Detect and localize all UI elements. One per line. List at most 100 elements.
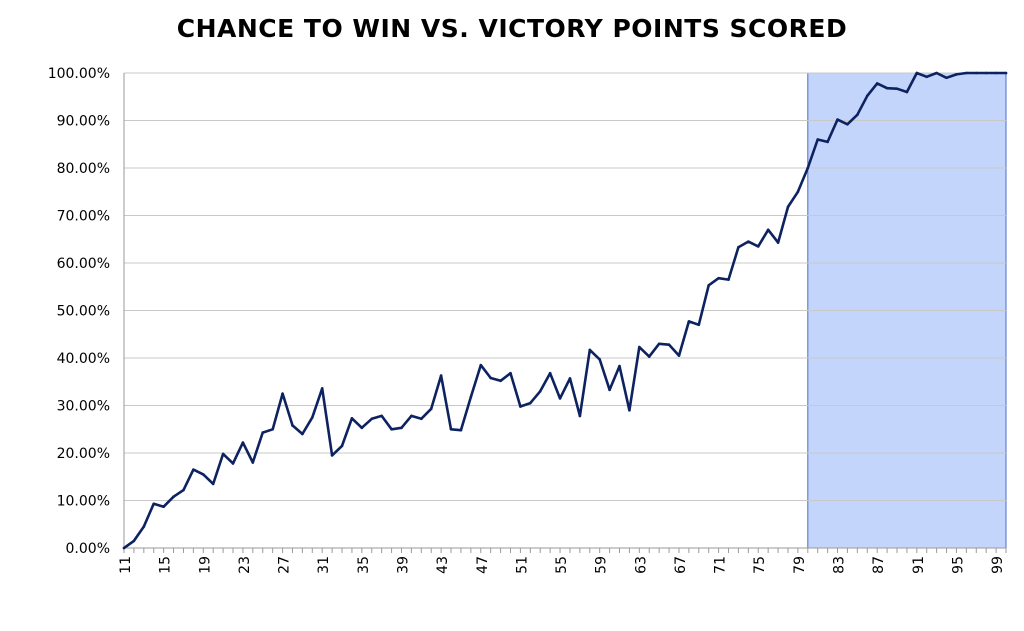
data-point	[142, 525, 146, 528]
data-point	[588, 348, 592, 352]
data-point	[1004, 71, 1008, 75]
data-point	[776, 241, 780, 244]
data-point	[231, 462, 235, 465]
data-point	[429, 407, 433, 411]
x-tick-label: 83	[832, 556, 848, 574]
data-point	[796, 190, 800, 194]
data-point	[281, 392, 284, 395]
data-point	[340, 444, 344, 448]
data-point	[865, 94, 869, 98]
data-point	[320, 387, 324, 390]
data-point	[945, 76, 948, 80]
x-tick-label: 23	[237, 556, 253, 574]
data-point	[459, 428, 463, 432]
data-point	[856, 113, 859, 117]
data-point	[420, 417, 423, 421]
data-point	[519, 405, 522, 408]
data-point	[905, 90, 909, 94]
y-tick-label: 50.00%	[57, 304, 110, 320]
data-point	[360, 426, 364, 430]
data-point	[122, 546, 126, 550]
data-point	[598, 358, 601, 361]
data-point	[935, 71, 938, 75]
data-point	[509, 371, 512, 375]
data-point	[647, 355, 651, 358]
data-point	[132, 539, 136, 543]
data-point	[994, 71, 998, 75]
y-tick-label: 30.00%	[57, 399, 110, 415]
series-line	[122, 71, 1008, 550]
data-point	[499, 379, 502, 383]
data-point	[578, 414, 582, 418]
data-point	[628, 408, 631, 412]
x-tick-label: 51	[514, 556, 530, 574]
data-point	[846, 123, 849, 126]
data-point	[984, 71, 988, 75]
data-point	[816, 138, 820, 141]
data-point	[806, 166, 810, 170]
data-point	[707, 284, 710, 287]
y-tick-label: 80.00%	[57, 161, 110, 177]
x-tick-label: 19	[197, 556, 213, 574]
data-point	[439, 374, 443, 377]
data-point	[568, 377, 572, 380]
x-tick-label: 47	[475, 556, 491, 574]
y-tick-label: 70.00%	[57, 209, 110, 225]
x-tick-label: 75	[752, 556, 768, 574]
x-tick-label: 11	[118, 556, 134, 574]
y-tick-label: 0.00%	[66, 541, 110, 557]
data-point	[152, 502, 156, 506]
data-point	[836, 118, 839, 121]
data-point	[756, 245, 760, 248]
x-tick-label: 27	[277, 556, 293, 574]
data-point	[638, 345, 641, 349]
data-point	[766, 228, 770, 232]
data-point	[915, 71, 919, 75]
data-point	[974, 71, 978, 75]
data-point	[677, 354, 681, 357]
data-point	[182, 488, 185, 492]
data-point	[747, 240, 750, 243]
x-tick-label: 71	[713, 556, 729, 574]
data-point	[410, 414, 413, 418]
data-point	[885, 86, 889, 90]
x-tick-label: 35	[356, 556, 372, 574]
data-point	[390, 427, 393, 431]
data-point	[687, 320, 691, 323]
data-point	[221, 452, 225, 456]
data-point	[301, 432, 304, 436]
x-tick-label: 67	[673, 556, 689, 574]
x-tick-label: 55	[554, 556, 570, 574]
data-point	[201, 473, 205, 476]
data-point	[875, 82, 879, 85]
data-point	[925, 75, 929, 79]
x-tick-label: 95	[950, 556, 966, 574]
data-point	[241, 441, 245, 444]
x-tick-label: 79	[792, 556, 808, 574]
data-point	[310, 416, 314, 419]
data-point	[538, 389, 542, 393]
data-point	[955, 73, 958, 76]
data-point	[826, 140, 829, 144]
y-tick-label: 10.00%	[57, 494, 110, 510]
data-point	[400, 426, 403, 430]
data-point	[965, 71, 968, 75]
data-point	[271, 427, 274, 431]
data-point	[162, 505, 165, 508]
data-point	[330, 454, 334, 457]
x-tick-label: 15	[158, 556, 174, 574]
data-point	[786, 205, 790, 209]
x-tick-label: 43	[435, 556, 451, 574]
data-point	[529, 401, 532, 405]
data-point	[895, 87, 899, 90]
x-tick-label: 63	[633, 556, 649, 574]
y-tick-label: 100.00%	[48, 66, 110, 82]
data-point	[697, 323, 701, 327]
x-tick-label: 87	[871, 556, 887, 574]
data-point	[172, 495, 175, 499]
y-tick-label: 60.00%	[57, 256, 110, 272]
data-point	[618, 364, 621, 368]
data-point	[727, 278, 730, 281]
x-tick-label: 31	[316, 556, 332, 574]
